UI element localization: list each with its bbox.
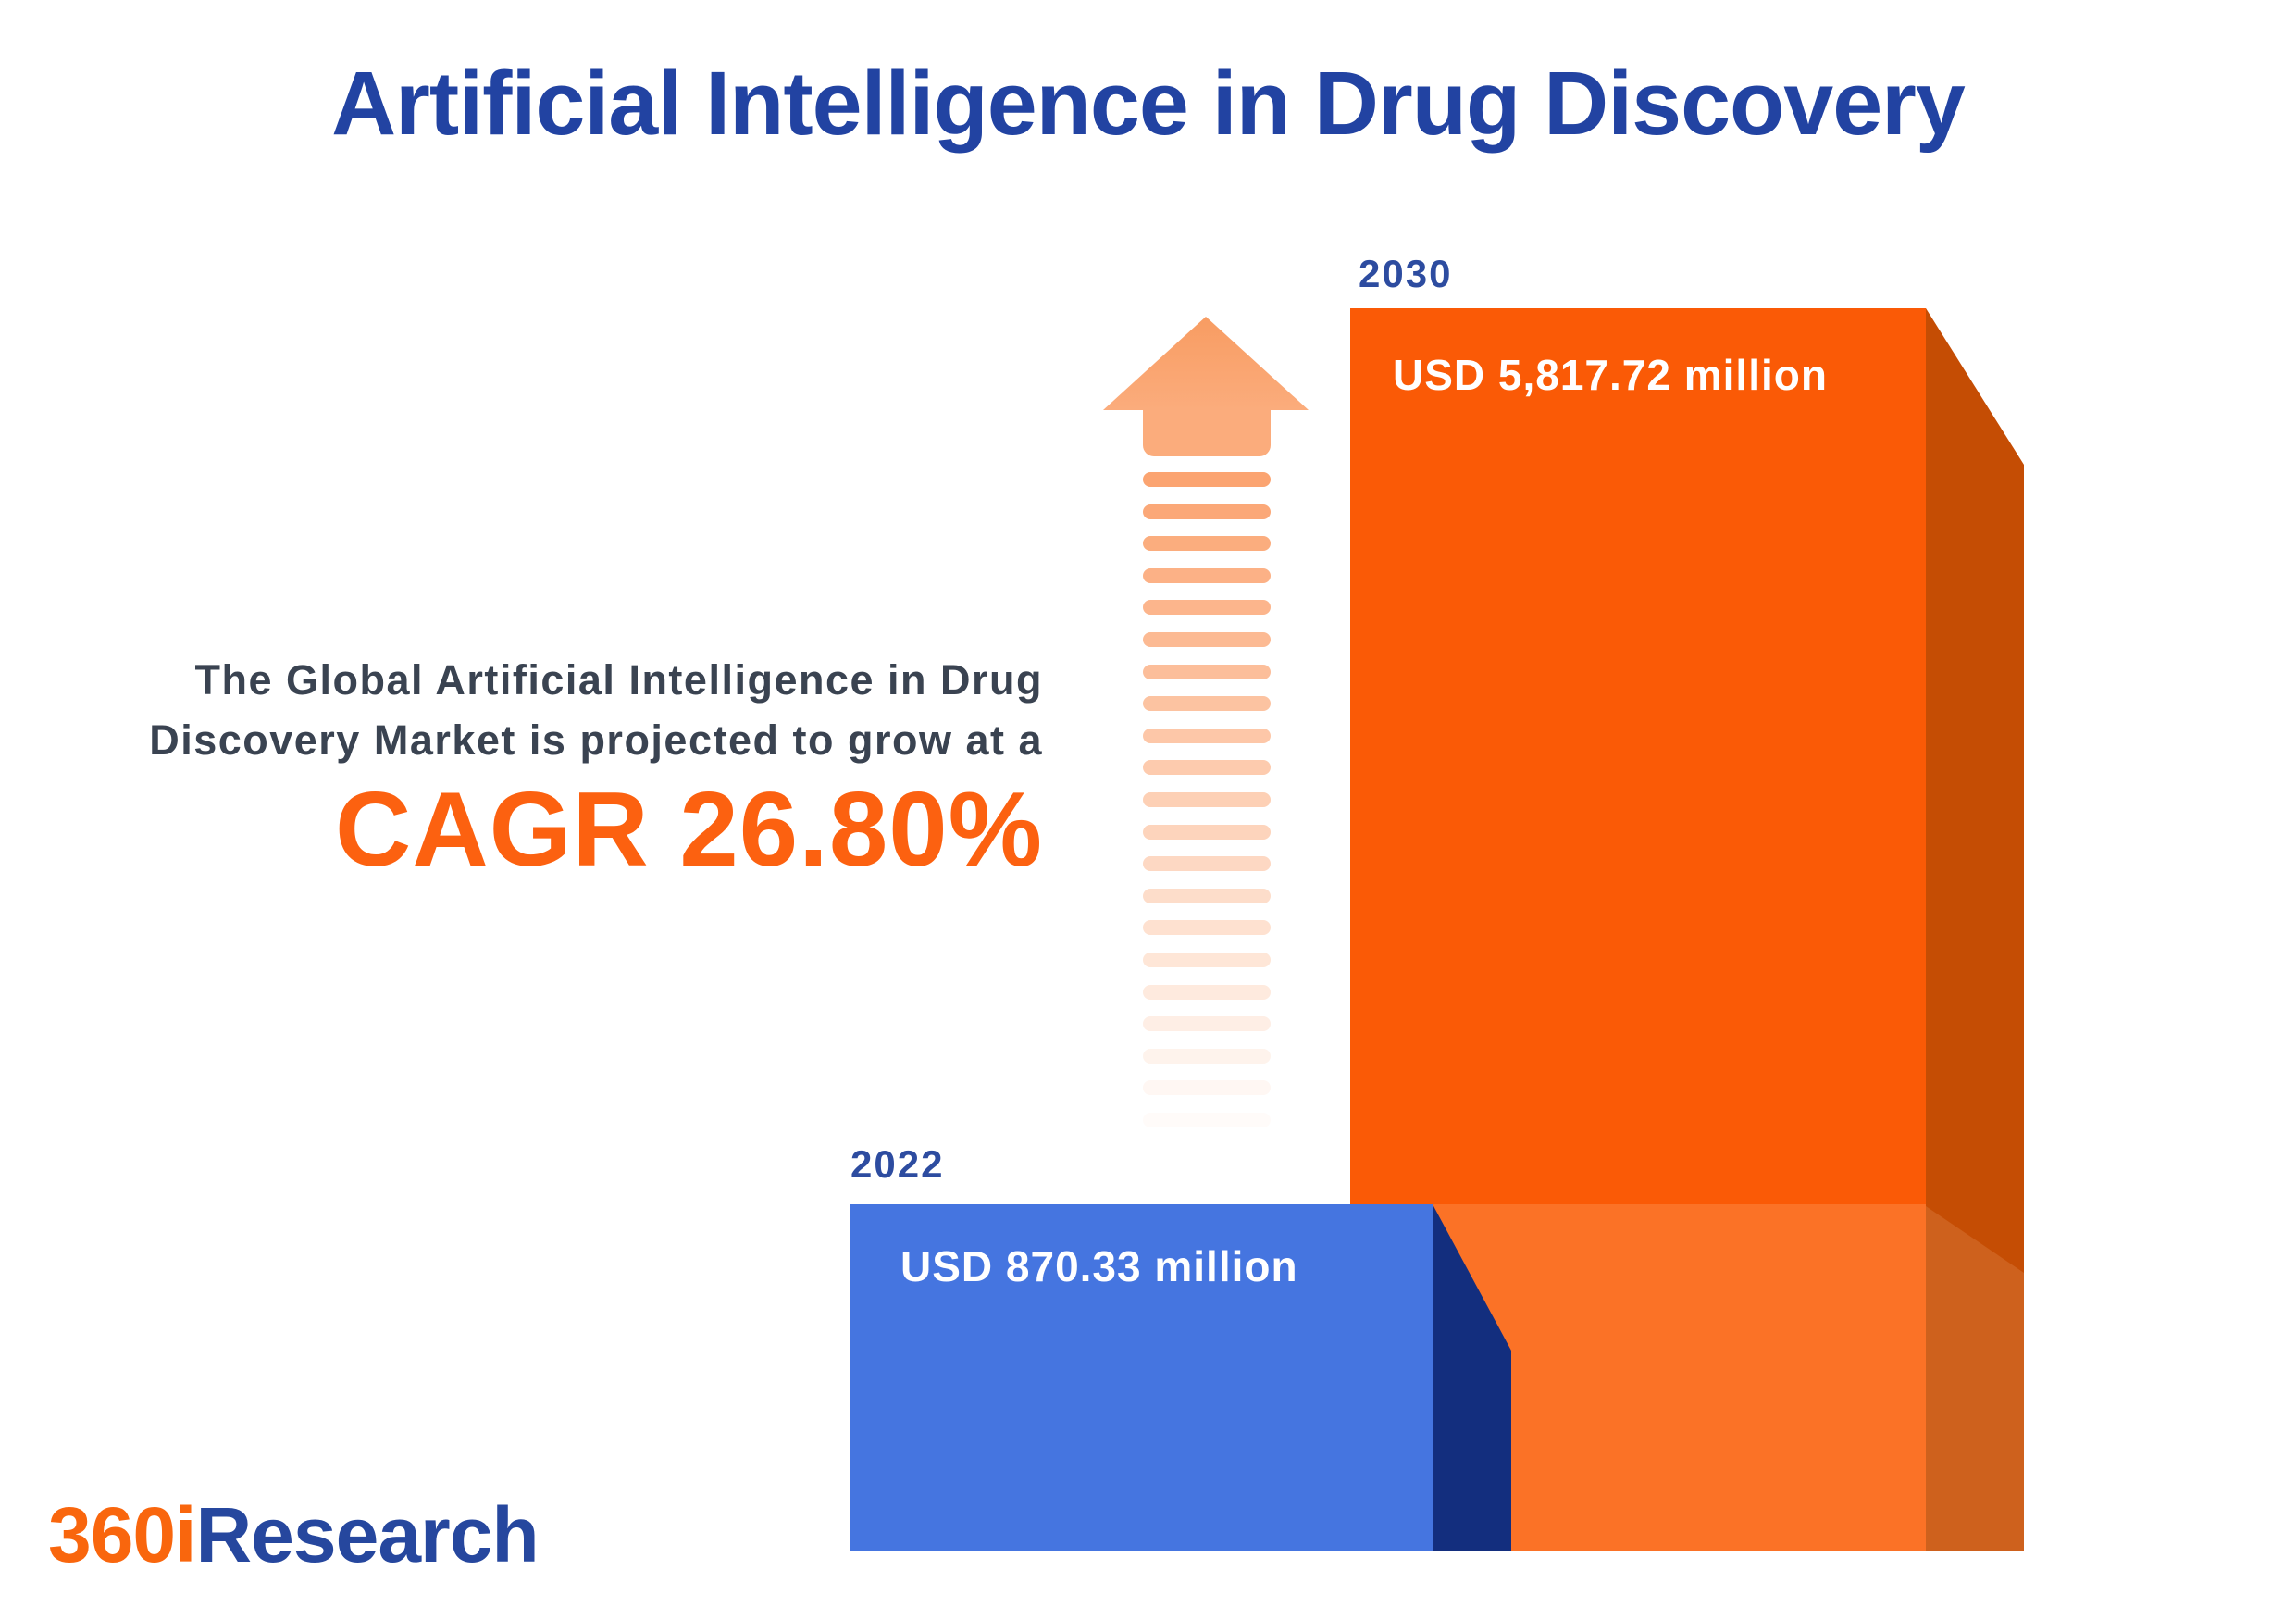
bar-2022-year-label: 2022 (850, 1142, 945, 1186)
bar-2030-front-upper (1350, 308, 1926, 1204)
growth-arrow-dash (1143, 1113, 1271, 1127)
bar-2030-side-face-lower (1926, 1206, 2024, 1551)
growth-arrow-neck (1143, 408, 1271, 456)
growth-arrow-dash (1143, 632, 1271, 647)
growth-arrow-dash (1143, 1016, 1271, 1031)
growth-arrow-dash (1143, 696, 1271, 711)
growth-arrow-dash (1143, 1049, 1271, 1064)
growth-arrow-dash (1143, 889, 1271, 903)
growth-arrow-dash (1143, 1080, 1271, 1095)
growth-arrow-dash (1143, 665, 1271, 679)
growth-arrow-dash (1143, 792, 1271, 807)
growth-arrow-dash (1143, 536, 1271, 551)
growth-arrow-dash (1143, 600, 1271, 615)
market-summary-line1: The Global Artificial Intelligence in Dr… (194, 656, 1043, 704)
bar-2030-value-label: USD 5,817.72 million (1393, 351, 1828, 399)
bar-2030-year-label: 2030 (1359, 252, 1453, 295)
growth-arrow-dash (1143, 985, 1271, 1000)
growth-arrow-dash (1143, 953, 1271, 967)
growth-arrow-icon (1103, 317, 1309, 410)
growth-arrow-dash (1143, 920, 1271, 935)
cagr-value: CAGR 26.80% (335, 771, 1043, 889)
brand-logo-suffix: Research (195, 1491, 540, 1578)
market-summary: The Global Artificial Intelligence in Dr… (0, 650, 1043, 883)
growth-arrow-dash (1143, 856, 1271, 871)
market-summary-line2: Discovery Market is projected to grow at… (149, 716, 1043, 764)
growth-arrow-dash (1143, 504, 1271, 519)
growth-arrow-dash (1143, 568, 1271, 583)
growth-arrow-dash (1143, 825, 1271, 840)
growth-arrow-dash (1143, 760, 1271, 775)
growth-arrow-dash (1143, 472, 1271, 487)
growth-arrow-dashes (1143, 472, 1271, 1157)
brand-logo-prefix: 360i (48, 1491, 196, 1578)
bar-2022-front (850, 1204, 1433, 1551)
growth-arrow-dash (1143, 729, 1271, 743)
bar-2022-value-label: USD 870.33 million (900, 1242, 1298, 1290)
brand-logo: 360iResearch (48, 1491, 540, 1578)
page-title: Artificial Intelligence in Drug Discover… (331, 53, 1966, 154)
bar-2030-side-face (1926, 308, 2024, 1551)
